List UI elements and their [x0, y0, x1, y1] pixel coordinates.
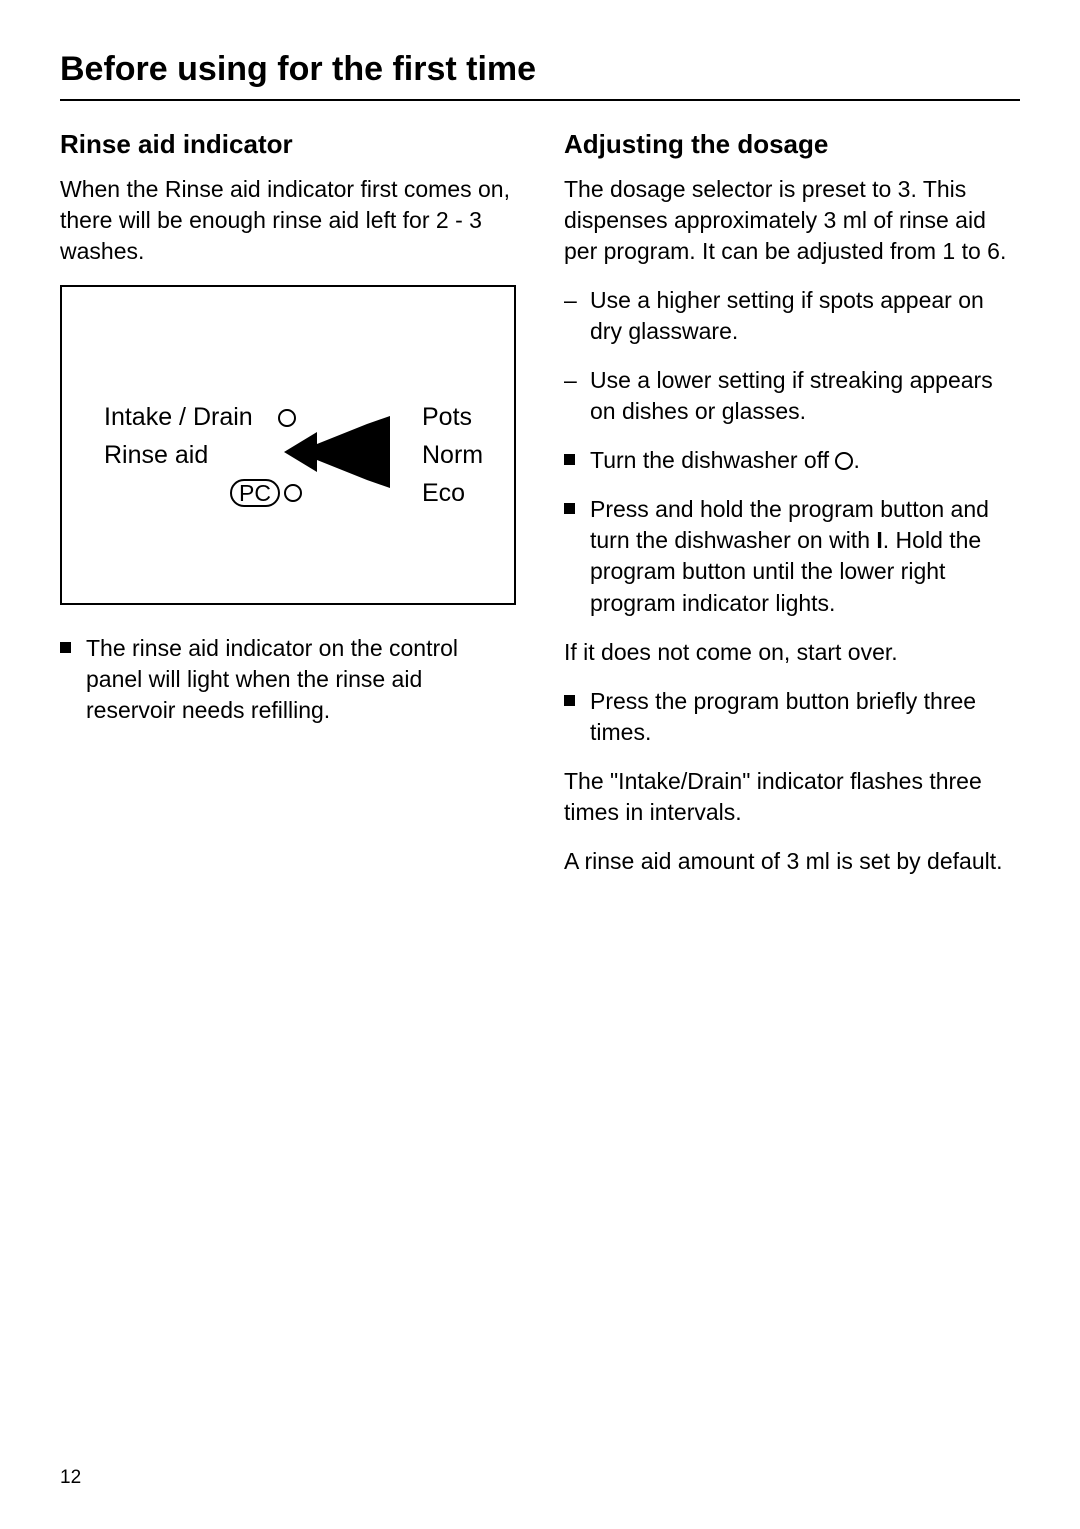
dosage-intro: The dosage selector is preset to 3. This… [564, 174, 1020, 267]
page-title: Before using for the first time [60, 50, 1020, 101]
two-column-layout: Rinse aid indicator When the Rinse aid i… [60, 129, 1020, 895]
step-off-suffix: . [853, 447, 859, 473]
rinse-aid-bullet-list: The rinse aid indicator on the control p… [60, 633, 516, 726]
rinse-aid-intro: When the Rinse aid indicator first comes… [60, 174, 516, 267]
default-amount-text: A rinse aid amount of 3 ml is set by def… [564, 846, 1020, 877]
list-item: Use a higher setting if spots appear on … [564, 285, 1020, 347]
right-column: Adjusting the dosage The dosage selector… [564, 129, 1020, 895]
diagram-label-pots: Pots [422, 403, 472, 432]
adjusting-dosage-heading: Adjusting the dosage [564, 129, 1020, 160]
rinse-aid-heading: Rinse aid indicator [60, 129, 516, 160]
dosage-dash-list: Use a higher setting if spots appear on … [564, 285, 1020, 427]
diagram-label-eco: Eco [422, 479, 465, 508]
diagram-label-rinse-aid: Rinse aid [104, 441, 208, 470]
power-off-circle-icon [835, 452, 853, 470]
list-item: Press and hold the program button and tu… [564, 494, 1020, 618]
dosage-steps-list-1: Turn the dishwasher off . Press and hold… [564, 445, 1020, 618]
start-over-text: If it does not come on, start over. [564, 637, 1020, 668]
diagram-label-normal: Norm [422, 441, 483, 470]
step-off-text: Turn the dishwasher off [590, 447, 835, 473]
list-item: Use a lower setting if streaking appears… [564, 365, 1020, 427]
dosage-steps-list-2: Press the program button briefly three t… [564, 686, 1020, 748]
left-column: Rinse aid indicator When the Rinse aid i… [60, 129, 516, 895]
control-panel-diagram: Intake / Drain Rinse aid PC Pots Norm Ec… [60, 285, 516, 605]
list-item: Press the program button briefly three t… [564, 686, 1020, 748]
intake-drain-flash-text: The "Intake/Drain" indicator flashes thr… [564, 766, 1020, 828]
pointer-arrow-icon [272, 402, 402, 502]
diagram-label-intake-drain: Intake / Drain [104, 403, 253, 432]
list-item: The rinse aid indicator on the control p… [60, 633, 516, 726]
page-number: 12 [60, 1467, 81, 1489]
list-item: Turn the dishwasher off . [564, 445, 1020, 476]
